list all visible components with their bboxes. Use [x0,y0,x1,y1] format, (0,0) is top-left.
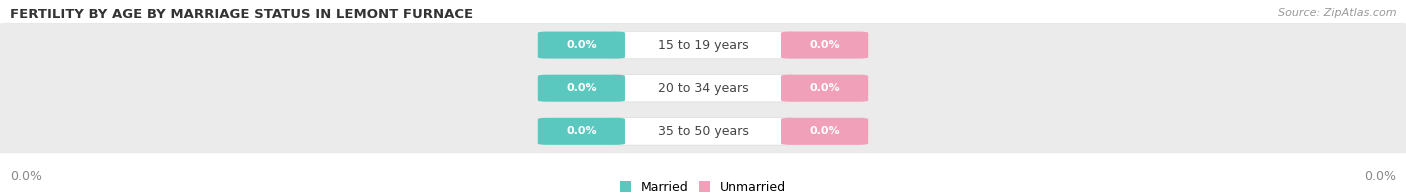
FancyBboxPatch shape [0,66,1406,110]
Text: 0.0%: 0.0% [810,40,839,50]
Text: Source: ZipAtlas.com: Source: ZipAtlas.com [1278,8,1396,18]
Text: 0.0%: 0.0% [810,126,839,136]
Text: 0.0%: 0.0% [1364,170,1396,183]
Text: 0.0%: 0.0% [567,126,596,136]
FancyBboxPatch shape [782,118,868,145]
Text: 0.0%: 0.0% [567,83,596,93]
Legend: Married, Unmarried: Married, Unmarried [620,181,786,194]
FancyBboxPatch shape [782,75,868,102]
FancyBboxPatch shape [0,109,1406,153]
Text: 15 to 19 years: 15 to 19 years [658,39,748,52]
FancyBboxPatch shape [782,32,868,59]
FancyBboxPatch shape [537,32,624,59]
FancyBboxPatch shape [612,74,796,102]
Text: 0.0%: 0.0% [567,40,596,50]
Text: 0.0%: 0.0% [10,170,42,183]
Text: 35 to 50 years: 35 to 50 years [658,125,748,138]
FancyBboxPatch shape [612,31,796,59]
FancyBboxPatch shape [612,118,796,145]
Text: 0.0%: 0.0% [810,83,839,93]
Text: FERTILITY BY AGE BY MARRIAGE STATUS IN LEMONT FURNACE: FERTILITY BY AGE BY MARRIAGE STATUS IN L… [10,8,472,21]
FancyBboxPatch shape [537,118,624,145]
FancyBboxPatch shape [0,23,1406,67]
FancyBboxPatch shape [537,75,624,102]
Text: 20 to 34 years: 20 to 34 years [658,82,748,95]
